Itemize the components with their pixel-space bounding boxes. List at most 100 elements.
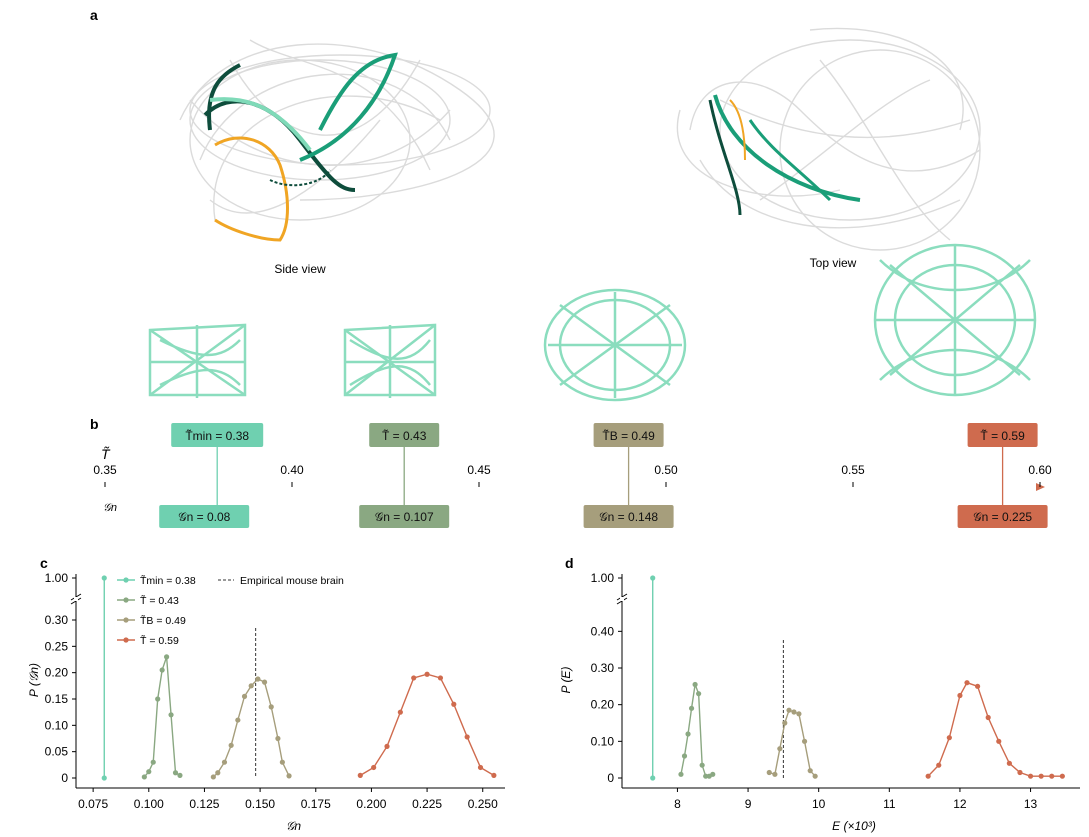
- x-tick-label: 8: [674, 797, 681, 811]
- series-point: [241, 693, 248, 699]
- series-point: [172, 770, 179, 776]
- y-tick-label: 0: [607, 771, 614, 785]
- x-axis-label: E (×10³): [832, 819, 876, 833]
- axis-tick-label: 0.50: [654, 463, 678, 477]
- series-line: [359, 673, 495, 776]
- y-tick-label: 0.05: [45, 745, 69, 759]
- series-point: [772, 771, 778, 777]
- axis-tick-label: 0.55: [841, 463, 865, 477]
- series-point: [215, 770, 221, 776]
- t-axis-label: T̃: [101, 446, 111, 462]
- x-tick-label: 0.100: [134, 797, 164, 811]
- series-point: [807, 768, 813, 774]
- series-point: [477, 764, 484, 771]
- series-point: [411, 675, 417, 681]
- series-point: [777, 746, 783, 752]
- temperature-badge-label: T̃min = 0.38: [185, 428, 249, 443]
- network-thumbnail-4: [873, 243, 1037, 397]
- x-tick-label: 0.200: [356, 797, 386, 811]
- series-point: [692, 681, 698, 688]
- series-point: [146, 769, 152, 775]
- axis-tick-label: 0.60: [1028, 463, 1052, 477]
- series-point: [286, 773, 292, 779]
- series-point: [801, 738, 808, 744]
- y-tick-label: 0.40: [591, 624, 615, 638]
- plot-c: 0 0.05 0.10 0.15 0.20 0.25 0.30 1.00 0.075 0.100 0…: [27, 571, 505, 833]
- temperature-badge: [593, 423, 664, 447]
- series-point: [985, 714, 991, 721]
- series-point: [650, 775, 656, 781]
- series-point: [384, 743, 390, 750]
- x-tick-label: 13: [1024, 797, 1038, 811]
- series-point: [371, 764, 377, 771]
- series-point: [491, 772, 497, 778]
- series-point: [255, 676, 261, 682]
- y-tick-label: 0.30: [45, 613, 69, 627]
- series-point: [437, 675, 444, 681]
- series-point: [279, 759, 285, 765]
- series-point: [210, 774, 216, 780]
- legend-label: T̃ = 0.43: [140, 594, 179, 607]
- series-point: [451, 701, 457, 707]
- gn-badge-label: 𝒢n = 0.148: [599, 510, 658, 524]
- top-view-label: Top view: [810, 256, 857, 270]
- y-tick-label: 0.15: [45, 692, 69, 706]
- gn-badge: [159, 505, 250, 528]
- series-point: [681, 753, 688, 759]
- x-tick-label: 0.075: [78, 797, 108, 811]
- gn-badge-label: 𝒢n = 0.08: [178, 510, 231, 524]
- series-point: [786, 707, 792, 713]
- y-tick-label: 0: [61, 771, 68, 785]
- series-point: [791, 709, 797, 715]
- series-point: [1049, 773, 1055, 779]
- legend-swatch-point: [123, 577, 129, 583]
- series-point: [812, 773, 818, 779]
- top-view-network: [676, 27, 981, 251]
- y-axis-label: P (E): [559, 667, 573, 694]
- y-tick-label: 1.00: [591, 571, 615, 585]
- legend-swatch-point: [123, 617, 129, 623]
- temperature-badge: [171, 423, 264, 447]
- series-point: [261, 679, 268, 685]
- series-point: [221, 759, 228, 765]
- side-view-label: Side view: [274, 262, 326, 276]
- temperature-badge-label: T̃B = 0.49: [602, 428, 655, 443]
- series-point: [925, 773, 931, 779]
- axis-break-gap: [620, 597, 624, 601]
- x-tick-label: 0.225: [412, 797, 442, 811]
- series-point: [1006, 760, 1012, 766]
- gn-badge-label: 𝒢n = 0.107: [375, 510, 434, 524]
- panel-label-c: c: [40, 555, 48, 571]
- series-point: [1038, 773, 1044, 779]
- temperature-axis-ticks: 0.35 0.40 0.45 0.50 0.55 0.60: [93, 463, 1052, 487]
- g-axis-label: 𝒢n: [103, 502, 117, 514]
- axis-tick-label: 0.45: [467, 463, 491, 477]
- series-point: [974, 683, 981, 689]
- series-point: [964, 680, 970, 686]
- y-tick-label: 0.20: [591, 698, 615, 712]
- y-tick-label: 0.20: [45, 666, 69, 680]
- series-point: [101, 575, 107, 581]
- legend-label: T̃ = 0.59: [140, 634, 179, 647]
- x-tick-label: 10: [812, 797, 826, 811]
- series-point: [696, 691, 702, 697]
- series-point: [397, 709, 403, 715]
- series-point: [685, 731, 691, 737]
- x-axis-label: 𝒢n: [286, 819, 302, 833]
- network-thumbnail-3: [543, 288, 687, 402]
- y-tick-label: 0.10: [591, 734, 615, 748]
- legend-label: T̃min = 0.38: [140, 574, 196, 587]
- series-point: [159, 667, 165, 673]
- x-tick-label: 0.150: [245, 797, 275, 811]
- series-point: [248, 683, 254, 689]
- gn-badge: [359, 505, 450, 528]
- series-line: [927, 681, 1063, 777]
- network-thumbnail-1: [148, 323, 247, 398]
- series-point: [1059, 773, 1065, 779]
- series-point: [936, 762, 942, 768]
- series-point: [766, 769, 772, 776]
- series-point: [150, 759, 156, 765]
- series-point: [275, 735, 281, 742]
- series-point: [228, 742, 234, 748]
- series-point: [1027, 773, 1034, 779]
